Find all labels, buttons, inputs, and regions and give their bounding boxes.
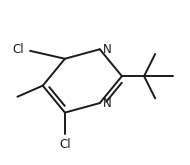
Text: N: N <box>103 97 111 110</box>
Text: N: N <box>103 43 111 56</box>
Text: Cl: Cl <box>59 138 71 151</box>
Text: Cl: Cl <box>12 43 24 56</box>
